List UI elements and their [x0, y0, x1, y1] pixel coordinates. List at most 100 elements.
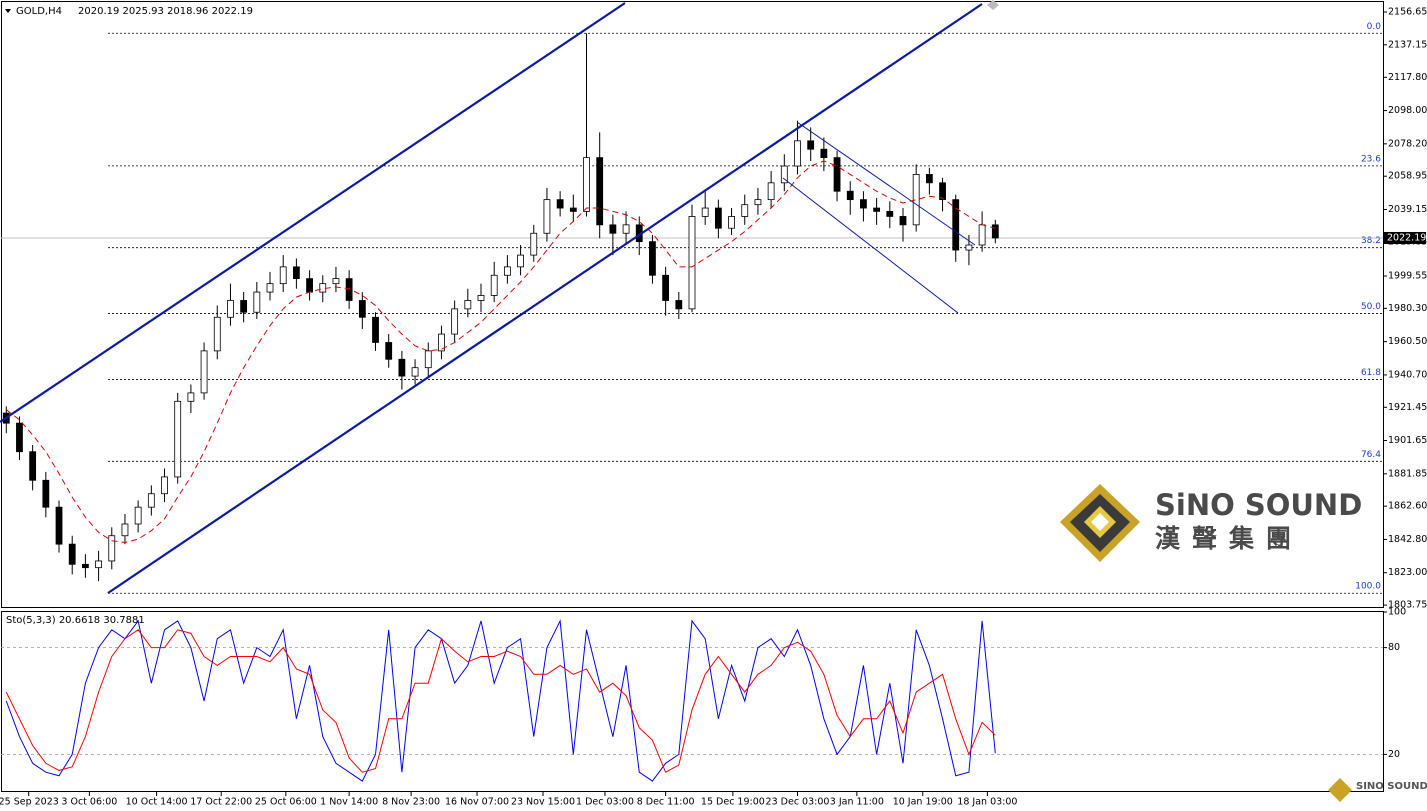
- watermark-chinese: 漢聲集團: [1155, 524, 1303, 553]
- down-channel-upper: [796, 121, 976, 246]
- y-tick-label: 2098.00: [1388, 105, 1427, 116]
- candle-body: [213, 316, 221, 352]
- indicator-title: Sto(5,3,3) 20.6618 30.7881: [6, 615, 145, 626]
- candle-body: [464, 300, 472, 310]
- small-logo: [1328, 778, 1352, 802]
- candle-body: [978, 224, 986, 246]
- candle-body: [741, 204, 749, 217]
- fib-label: 0.0: [1367, 22, 1382, 32]
- candle-body: [503, 266, 511, 276]
- down-channel-lower: [782, 177, 959, 314]
- candle-body: [991, 224, 999, 239]
- candle-body: [952, 199, 960, 251]
- candle-body: [29, 451, 37, 481]
- candle-body: [886, 211, 894, 217]
- candle-body: [147, 493, 155, 508]
- x-tick-label: 8 Dec 11:00: [637, 797, 695, 808]
- main-panel: [1, 1, 1384, 608]
- candle-body: [227, 300, 234, 318]
- candle-body: [596, 157, 604, 226]
- candle-body: [292, 266, 300, 280]
- y-tick-label: 1842.80: [1388, 534, 1427, 545]
- stochastic-line: [5, 629, 996, 773]
- candle-body: [121, 523, 129, 537]
- candle-body: [438, 333, 445, 352]
- fib-label: 38.2: [1361, 236, 1381, 246]
- candle-body: [319, 283, 327, 293]
- y-tick-label: 2137.15: [1388, 39, 1427, 50]
- candle-body: [543, 199, 551, 234]
- price-marker-label: 2022.19: [1387, 232, 1426, 243]
- candle-body: [240, 300, 248, 313]
- candle-body: [820, 148, 828, 159]
- y-tick-label: 1921.45: [1388, 402, 1427, 413]
- candle-body: [253, 291, 261, 313]
- y-tick-label: 2117.80: [1388, 72, 1427, 83]
- candle-body: [622, 224, 630, 234]
- fib-label: 23.6: [1361, 154, 1381, 164]
- y-tick-label: 2058.95: [1388, 171, 1427, 182]
- candle-body: [701, 207, 709, 217]
- candle-body: [807, 140, 815, 150]
- candle-body: [583, 157, 590, 212]
- candle-body: [517, 254, 524, 268]
- candle-body: [398, 358, 406, 377]
- candle-body: [912, 174, 920, 226]
- candle-body: [424, 350, 432, 369]
- x-tick-label: 10 Jan 19:00: [893, 797, 953, 808]
- sub-panel: [1, 611, 1384, 792]
- candle-body: [846, 190, 854, 201]
- candle-body: [306, 278, 313, 293]
- x-tick-label: 15 Dec 19:00: [701, 797, 765, 808]
- x-tick-label: 16 Nov 07:00: [445, 797, 509, 808]
- candle-body: [688, 216, 696, 310]
- candle-body: [728, 216, 735, 229]
- candle-body: [675, 300, 683, 310]
- candle-body: [490, 274, 498, 296]
- y-tick-label: 1823.00: [1388, 567, 1427, 578]
- fib-label: 100.0: [1355, 582, 1381, 592]
- watermark-brand: SiNO SOUND: [1155, 488, 1362, 522]
- x-tick-label: 1 Dec 03:00: [576, 797, 634, 808]
- candle-body: [81, 563, 89, 569]
- candle-body: [42, 479, 50, 508]
- logo: [1060, 484, 1140, 562]
- y-tick-label: 2156.65: [1388, 7, 1427, 18]
- y-tick-label: 1881.85: [1388, 468, 1427, 479]
- logo-center: [1091, 513, 1109, 531]
- x-tick-label: 3 Jan 11:00: [830, 797, 884, 808]
- y-tick-label: 2078.20: [1388, 138, 1427, 149]
- candle-body: [161, 476, 168, 495]
- candle-body: [556, 199, 564, 209]
- candle-body: [899, 216, 907, 226]
- candle-body: [965, 244, 973, 251]
- candle-body: [68, 543, 76, 565]
- fib-label: 61.8: [1361, 368, 1381, 378]
- object-marker: [987, 0, 999, 10]
- y-tick-label: 1999.55: [1388, 271, 1427, 282]
- candle-body: [662, 274, 670, 301]
- x-tick-label: 18 Jan 03:00: [957, 797, 1017, 808]
- candle-body: [174, 400, 182, 478]
- candle-body: [372, 316, 379, 343]
- candle-body: [279, 266, 287, 285]
- candle-body: [134, 506, 142, 525]
- y-tick-label: 1862.60: [1388, 501, 1427, 512]
- candle-body: [925, 174, 933, 184]
- y-tick-label: 20: [1388, 749, 1400, 760]
- fib-label: 76.4: [1361, 450, 1381, 460]
- x-tick-label: 17 Oct 22:00: [190, 797, 252, 808]
- stochastic-line: [5, 619, 996, 782]
- candle-body: [860, 199, 867, 209]
- candle-body: [358, 300, 366, 318]
- candle-body: [385, 342, 393, 360]
- y-tick-label: 1980.30: [1388, 303, 1427, 314]
- x-tick-label: 23 Nov 15:00: [511, 797, 575, 808]
- candle-body: [411, 367, 419, 377]
- candle-body: [833, 157, 841, 192]
- y-tick-label: 2039.15: [1388, 204, 1427, 215]
- channel-upper: [0, 2, 626, 423]
- candle-body: [451, 308, 459, 335]
